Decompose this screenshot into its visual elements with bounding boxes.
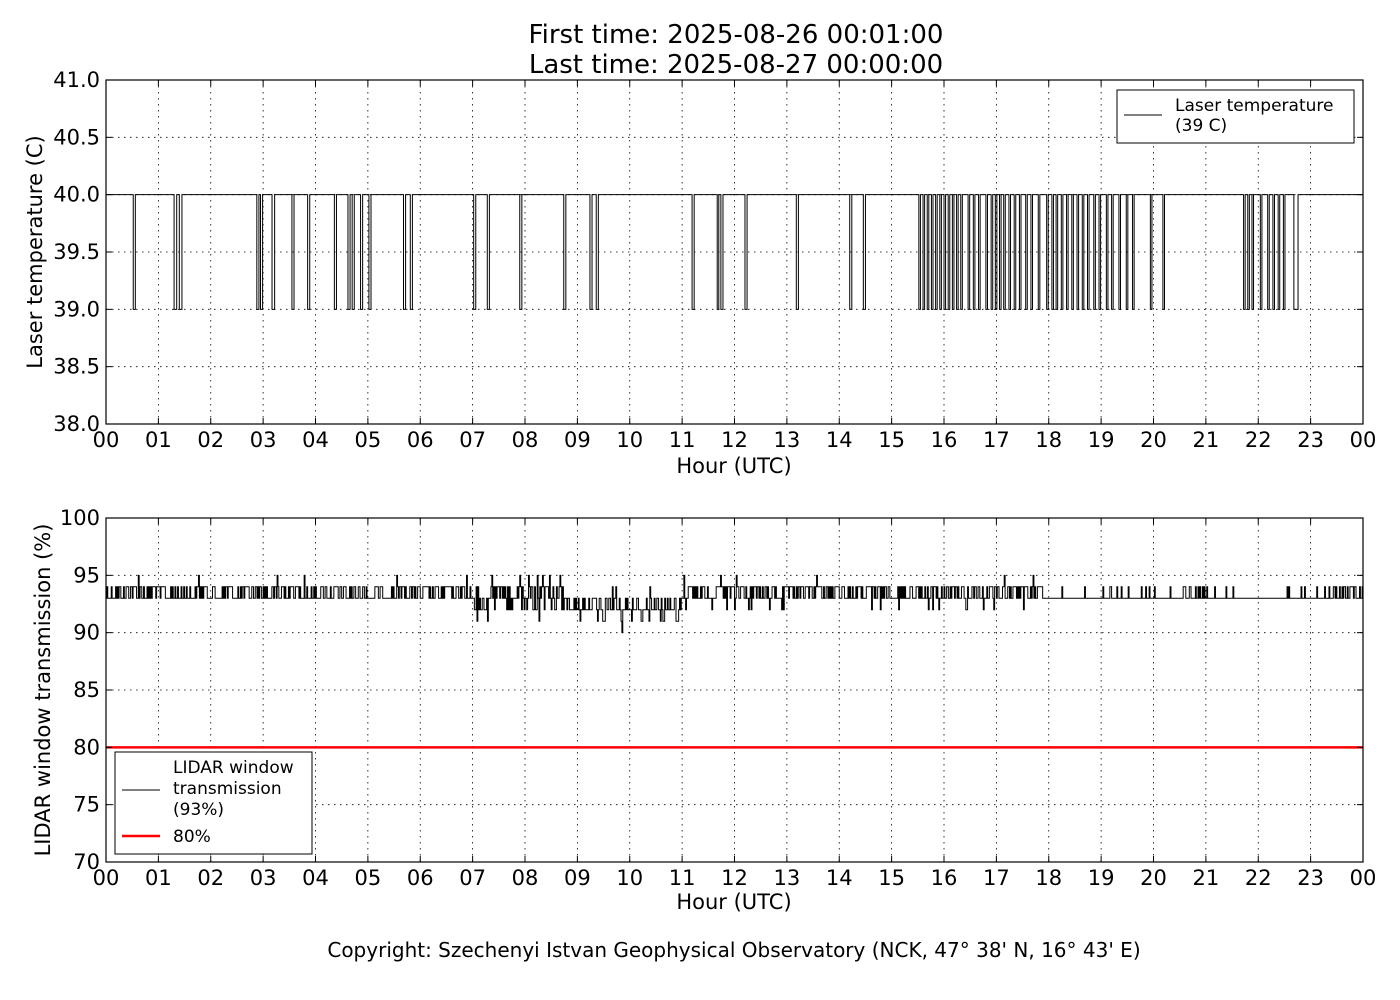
x-tick-label: 08 (512, 866, 539, 890)
x-tick-label: 15 (878, 428, 905, 452)
legend-bottom: LIDAR window transmission (93%) 80% (114, 751, 313, 855)
x-tick-label: 10 (616, 428, 643, 452)
x-tick-label: 05 (355, 428, 382, 452)
x-tick-label: 09 (564, 866, 591, 890)
laser-temperature-panel: 00 01 02 03 04 05 06 07 08 09 10 11 12 13 14 15 16 17 18 19… (23, 68, 1376, 478)
x-tick-label: 08 (512, 428, 539, 452)
x-tick-label: 14 (826, 428, 853, 452)
ticks-laser-temperature: 00 01 02 03 04 05 06 07 08 09 10 11 12 13 14 15 16 17 18 19… (53, 68, 1376, 452)
x-tick-label: 18 (1035, 866, 1062, 890)
x-tick-label: 06 (407, 866, 434, 890)
legend-label-lidar: LIDAR window transmission (93%) (173, 758, 294, 820)
legend-top: Laser temperature (39 C) (1116, 89, 1355, 144)
x-tick-label: 22 (1245, 866, 1272, 890)
legend-label-80: 80% (173, 827, 211, 847)
x-tick-label: 23 (1297, 866, 1324, 890)
x-tick-label: 01 (145, 866, 172, 890)
x-tick-label: 14 (826, 866, 853, 890)
x-tick-label: 21 (1193, 866, 1220, 890)
y-tick-label: 40.0 (53, 183, 100, 207)
y-tick-label: 38.0 (53, 412, 100, 436)
legend-label-laser: Laser temperature (39 C) (1175, 96, 1333, 136)
x-tick-label: 13 (774, 428, 801, 452)
x-tick-label: 02 (197, 428, 224, 452)
x-tick-label: 15 (878, 866, 905, 890)
x-tick-label: 22 (1245, 428, 1272, 452)
y-tick-label: 38.5 (53, 355, 100, 379)
x-tick-label: 04 (302, 866, 329, 890)
x-tick-label: 19 (1088, 428, 1115, 452)
x-tick-label: 00 (93, 428, 120, 452)
legend-box-top (1116, 89, 1355, 144)
x-tick-label: 19 (1088, 866, 1115, 890)
y-tick-label: 75 (73, 793, 100, 817)
x-tick-label: 17 (983, 428, 1010, 452)
x-tick-label: 07 (459, 428, 486, 452)
y-tick-label: 100 (60, 506, 100, 530)
x-axis-label-top: Hour (UTC) (676, 454, 791, 478)
y-tick-label: 85 (73, 678, 100, 702)
x-tick-label: 01 (145, 428, 172, 452)
x-tick-label: 06 (407, 428, 434, 452)
x-tick-label: 00 (1350, 866, 1377, 890)
ticks-lidar-transmission: 00 01 02 03 04 05 06 07 08 09 10 11 12 13 14 15 16 17 18 19… (60, 506, 1376, 890)
y-tick-label: 70 (73, 850, 100, 874)
y-tick-label: 95 (73, 563, 100, 587)
x-tick-label: 12 (721, 428, 748, 452)
x-tick-label: 05 (355, 866, 382, 890)
y-tick-label: 80 (73, 735, 100, 759)
y-tick-label: 90 (73, 621, 100, 645)
x-tick-label: 23 (1297, 428, 1324, 452)
x-tick-label: 00 (93, 866, 120, 890)
y-tick-label: 39.5 (53, 240, 100, 264)
y-tick-label: 40.5 (53, 125, 100, 149)
x-tick-label: 13 (774, 866, 801, 890)
x-tick-label: 12 (721, 866, 748, 890)
x-tick-label: 17 (983, 866, 1010, 890)
y-tick-label: 39.0 (53, 297, 100, 321)
x-tick-label: 10 (616, 866, 643, 890)
x-tick-label: 20 (1140, 428, 1167, 452)
x-tick-label: 04 (302, 428, 329, 452)
y-axis-label-bottom: LIDAR window transmission (%) (31, 524, 55, 857)
x-tick-label: 16 (931, 428, 958, 452)
x-tick-label: 02 (197, 866, 224, 890)
x-tick-label: 21 (1193, 428, 1220, 452)
x-tick-label: 09 (564, 428, 591, 452)
x-axis-label-bottom: Hour (UTC) (676, 890, 791, 914)
x-tick-label: 07 (459, 866, 486, 890)
y-tick-label: 41.0 (53, 68, 100, 92)
x-tick-label: 03 (250, 428, 277, 452)
laser-temperature-series-line (106, 194, 1363, 310)
title-line-2: Last time: 2025-08-27 00:00:00 (529, 50, 943, 80)
x-tick-label: 18 (1035, 428, 1062, 452)
x-tick-label: 11 (669, 428, 696, 452)
x-tick-label: 11 (669, 866, 696, 890)
x-tick-label: 03 (250, 866, 277, 890)
lidar-window-transmission-panel: 00 01 02 03 04 05 06 07 08 09 10 11 12 13 14 15 16 17 18 19… (31, 506, 1376, 914)
x-tick-label: 00 (1350, 428, 1377, 452)
y-axis-label-top: Laser temperature (C) (23, 135, 47, 368)
x-tick-label: 16 (931, 866, 958, 890)
x-tick-label: 20 (1140, 866, 1167, 890)
lidar-transmission-series-line (106, 574, 1363, 634)
copyright-text: Copyright: Szechenyi Istvan Geophysical … (327, 938, 1140, 962)
title-line-1: First time: 2025-08-26 00:01:00 (529, 20, 944, 50)
